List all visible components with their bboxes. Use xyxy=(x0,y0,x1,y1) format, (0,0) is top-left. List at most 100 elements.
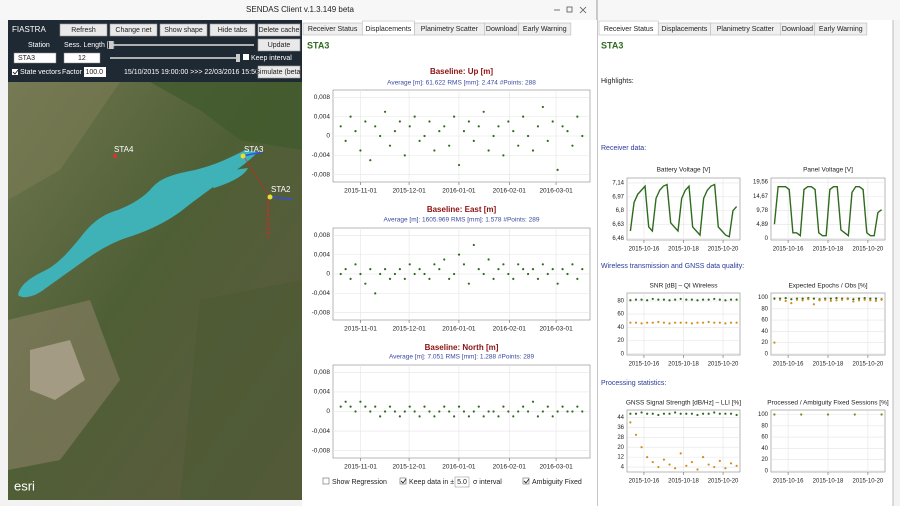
chart-subtitle: Average [m]: 1605.969 RMS [mm]: 1.578 #P… xyxy=(384,217,540,224)
station-marker[interactable] xyxy=(267,194,273,200)
tab[interactable]: Early Warning xyxy=(518,22,572,36)
button-face xyxy=(159,23,208,37)
data-point xyxy=(443,405,446,408)
keep-data-checkbox[interactable] xyxy=(399,477,407,485)
y-tick-label: 20 xyxy=(761,457,768,463)
tab[interactable]: Displacements xyxy=(361,20,415,36)
tab[interactable]: Displacements xyxy=(657,22,711,36)
toolbar-button[interactable]: Hide tabs xyxy=(209,23,256,37)
data-point xyxy=(546,405,549,408)
tab-label: Download xyxy=(782,26,813,33)
map[interactable]: STA4 STA3 STA2 esri xyxy=(8,82,302,500)
chart: Panel Voltage [V] 19,56 14,67 9,78 4,89 0 2015… xyxy=(753,167,886,253)
data-point xyxy=(536,415,540,418)
data-point xyxy=(829,297,832,300)
vector-arrow xyxy=(269,196,293,200)
data-point xyxy=(512,130,515,133)
y-tick-label: 20 xyxy=(617,338,624,344)
data-point xyxy=(707,320,710,324)
y-tick-label: 0,004 xyxy=(314,389,331,396)
data-point xyxy=(379,415,382,418)
chart-subtitle: Average [m]: 7.051 RMS [mm]: 1.288 #Poin… xyxy=(389,354,535,361)
data-point xyxy=(668,322,671,325)
x-tick-label: 2015-10-18 xyxy=(813,479,844,485)
x-tick-label: 2016-02-01 xyxy=(493,464,527,471)
data-point xyxy=(874,297,878,300)
tab-label: Displacements xyxy=(365,26,411,33)
data-point xyxy=(344,268,347,271)
simulate-button[interactable]: Simulate (beta) xyxy=(255,65,303,79)
session-value: 12 xyxy=(78,55,86,62)
data-point xyxy=(701,456,705,459)
station-select[interactable]: STA3 xyxy=(13,52,57,64)
toolbar-button[interactable]: Change net xyxy=(109,23,158,37)
data-point xyxy=(790,302,793,305)
data-point xyxy=(646,412,649,415)
factor-input[interactable]: 100.0 xyxy=(84,67,106,77)
data-point xyxy=(566,130,569,133)
interval-slider[interactable] xyxy=(110,54,240,62)
toolbar-button[interactable]: Refresh xyxy=(59,23,108,37)
tab[interactable]: Planimetry Scatter xyxy=(710,22,781,36)
y-tick-label: 20 xyxy=(617,445,624,451)
data-point xyxy=(679,297,682,301)
tab[interactable]: Early Warning xyxy=(814,22,868,36)
station-label: STA3 xyxy=(244,145,264,154)
y-tick-label: 40 xyxy=(761,329,768,335)
tab[interactable]: Download xyxy=(779,22,815,36)
data-point xyxy=(634,321,638,324)
date-range: 15/10/2015 19:00:00 >>> 22/03/2016 15:50… xyxy=(124,69,269,76)
y-tick-label: 0 xyxy=(326,408,330,415)
data-point xyxy=(662,412,666,415)
chart-title: Baseline: East [m] xyxy=(427,205,497,214)
data-point xyxy=(701,298,705,301)
station-marker[interactable] xyxy=(240,153,246,159)
data-point xyxy=(349,115,352,118)
data-point xyxy=(364,405,367,408)
tab[interactable]: Planimetry Scatter xyxy=(414,22,485,36)
sigma-input[interactable]: 5.0 xyxy=(454,476,470,488)
tab[interactable]: Receiver Status xyxy=(302,22,363,36)
tab[interactable]: Receiver Status xyxy=(598,20,659,36)
y-tick-label: 7,14 xyxy=(612,180,624,186)
data-point xyxy=(679,412,682,415)
data-point xyxy=(383,410,387,413)
button-label: Change net xyxy=(115,27,151,34)
data-point xyxy=(869,297,872,300)
data-point xyxy=(801,297,804,300)
data-point xyxy=(576,277,579,280)
button-face xyxy=(257,23,301,37)
data-point xyxy=(674,411,677,414)
data-point xyxy=(685,298,688,301)
data-point xyxy=(448,410,451,413)
station-label: STA2 xyxy=(271,185,291,194)
toolbar-button[interactable]: Show shape xyxy=(159,23,208,37)
y-tick-label: 60 xyxy=(617,312,624,318)
data-point xyxy=(413,410,416,413)
ambiguity-checkbox[interactable] xyxy=(522,477,530,485)
data-point xyxy=(526,410,530,413)
state-vectors-label: State vectors xyxy=(20,69,61,76)
data-point xyxy=(339,272,342,276)
data-point xyxy=(735,413,738,417)
data-point xyxy=(685,412,688,415)
state-vectors-checkbox[interactable] xyxy=(12,69,18,75)
chart: SNR [dB] – QI Wireless 80 60 40 20 0 2015-10-1… xyxy=(617,283,741,368)
station-marker[interactable] xyxy=(113,154,117,158)
session-slider[interactable] xyxy=(109,41,254,49)
update-button[interactable]: Update xyxy=(257,38,301,52)
data-point xyxy=(629,321,632,324)
data-point xyxy=(556,168,559,171)
data-point xyxy=(398,268,401,271)
data-point xyxy=(344,139,347,142)
toolbar-button[interactable]: Delete cache xyxy=(257,23,301,37)
tab[interactable]: Download xyxy=(483,22,519,36)
data-point xyxy=(662,458,666,461)
data-point xyxy=(566,272,569,276)
x-tick-label: 2016-01-01 xyxy=(442,464,476,471)
keep-interval-checkbox[interactable] xyxy=(243,54,249,60)
regression-checkbox[interactable] xyxy=(322,477,330,485)
station-label: Station xyxy=(28,42,50,49)
data-point xyxy=(713,297,716,301)
session-select[interactable]: 12 xyxy=(63,52,101,64)
